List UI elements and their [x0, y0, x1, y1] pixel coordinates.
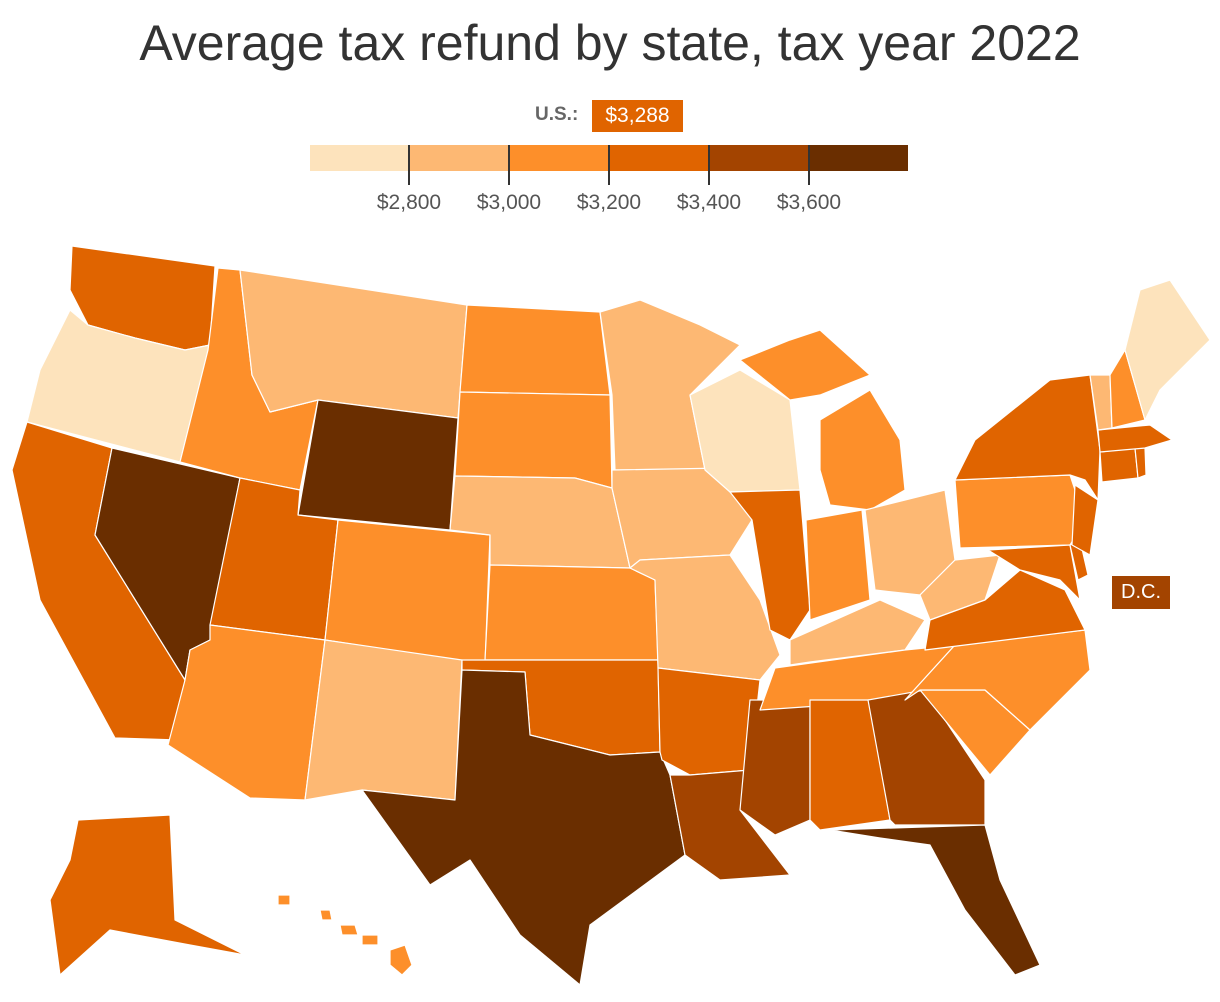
state-mi: [819, 389, 906, 511]
state-sd: [454, 391, 613, 489]
state-il: [729, 489, 811, 641]
state-mi: [739, 329, 871, 401]
state-mn: [599, 299, 741, 471]
legend-swatch-0: [310, 145, 410, 171]
state-ri: [1134, 447, 1147, 479]
state-ne: [449, 475, 631, 569]
state-hi: [361, 934, 379, 946]
state-ca: [11, 421, 186, 741]
state-hi: [389, 944, 413, 976]
state-wi: [689, 369, 801, 493]
state-vt: [1089, 374, 1113, 431]
state-md: [987, 544, 1081, 601]
state-ar: [657, 667, 761, 776]
state-ks: [484, 564, 659, 661]
state-de: [1069, 539, 1089, 581]
state-tx: [361, 669, 686, 986]
us-average-value: $3,288: [592, 100, 683, 132]
state-nv: [94, 447, 241, 681]
state-tn: [759, 644, 956, 711]
state-nc: [904, 629, 1091, 731]
page-title: Average tax refund by state, tax year 20…: [139, 15, 1081, 71]
legend-tick: [408, 145, 410, 185]
state-hi: [319, 909, 333, 921]
state-mo: [629, 554, 781, 681]
state-nj: [1071, 484, 1099, 556]
state-in: [805, 509, 871, 621]
state-ms: [739, 699, 811, 836]
state-al: [809, 699, 891, 831]
state-hi: [339, 924, 359, 936]
state-oh: [864, 489, 956, 596]
state-pa: [954, 474, 1086, 549]
state-nm: [304, 639, 463, 801]
state-ak: [49, 814, 246, 976]
state-la: [669, 769, 791, 881]
legend-tick-label: $3,000: [476, 191, 542, 214]
dc-label: D.C.: [1112, 576, 1170, 609]
state-hi: [277, 894, 291, 906]
state-nd: [459, 304, 611, 396]
state-or: [26, 309, 211, 463]
legend-tick-label: $3,400: [676, 191, 742, 214]
state-ok: [461, 659, 661, 756]
legend-tick: [608, 145, 610, 185]
state-ky: [789, 599, 926, 666]
legend-tick-label: $2,800: [376, 191, 442, 214]
legend-swatch-4: [710, 145, 810, 171]
state-sc: [919, 689, 1031, 776]
legend-tick: [708, 145, 710, 185]
state-wa: [69, 245, 216, 351]
legend-swatch-3: [610, 145, 710, 171]
state-wy: [297, 399, 459, 531]
legend-tick: [508, 145, 510, 185]
state-ia: [611, 467, 753, 569]
legend-swatch-2: [510, 145, 610, 171]
state-mt: [239, 269, 468, 419]
state-az: [167, 624, 326, 801]
legend-swatch-1: [410, 145, 510, 171]
state-ga: [867, 689, 986, 826]
state-ct: [1099, 447, 1139, 483]
state-ut: [209, 477, 339, 641]
legend-swatch-5: [810, 145, 908, 171]
state-fl: [829, 824, 1041, 976]
state-wv: [919, 554, 1001, 621]
state-me: [1124, 279, 1211, 421]
state-ma: [1097, 424, 1173, 453]
state-nh: [1109, 349, 1146, 429]
color-legend: [310, 145, 910, 185]
legend-tick: [808, 145, 810, 185]
state-co: [324, 519, 491, 666]
us-average-label: U.S.:: [535, 104, 579, 125]
state-id: [179, 267, 319, 491]
state-ny: [954, 374, 1101, 501]
state-va: [924, 569, 1086, 651]
legend-tick-label: $3,600: [776, 191, 842, 214]
legend-tick-label: $3,200: [576, 191, 642, 214]
